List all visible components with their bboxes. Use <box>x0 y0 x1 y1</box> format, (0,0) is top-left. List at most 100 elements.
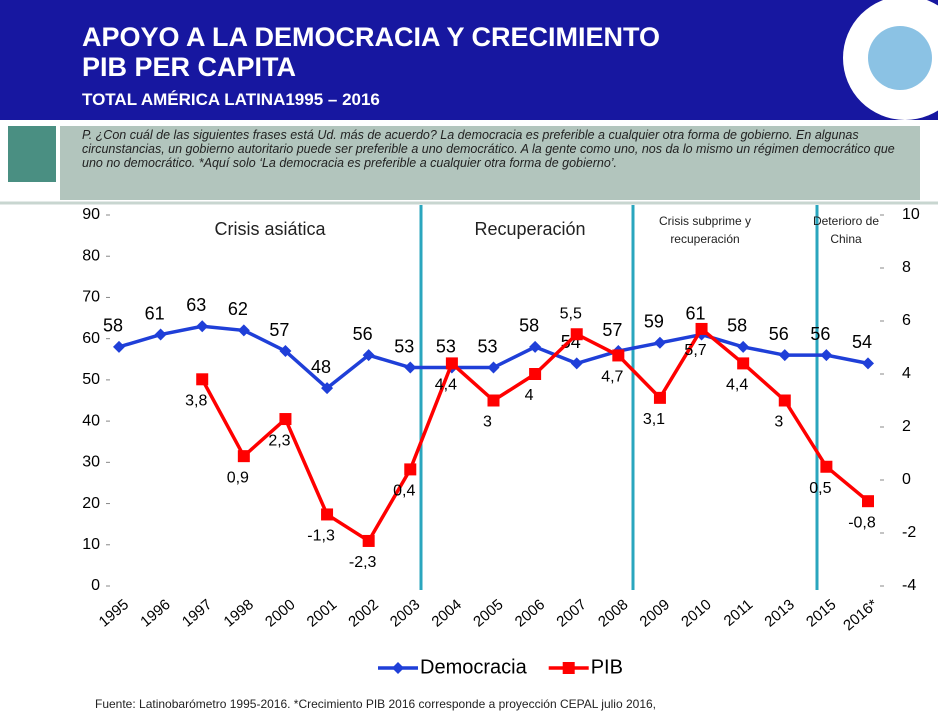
point <box>321 382 334 395</box>
point <box>362 534 375 547</box>
x-tick-label: 2007 <box>553 596 589 630</box>
point <box>279 413 292 426</box>
data-label: 56 <box>769 324 789 344</box>
y-tick-label: 70 <box>82 289 100 306</box>
data-label: -0,8 <box>848 514 876 531</box>
data-label: 62 <box>228 299 248 319</box>
point <box>778 349 791 362</box>
x-tick-label: 2001 <box>304 596 340 630</box>
point <box>529 368 542 380</box>
data-label: 58 <box>519 316 539 336</box>
y-tick-label: 80 <box>82 247 100 264</box>
point <box>862 495 874 508</box>
data-label: 4,7 <box>601 369 623 386</box>
point <box>653 391 666 404</box>
data-label: 61 <box>145 303 165 323</box>
x-tick-label: 2000 <box>262 596 298 630</box>
data-label: 53 <box>477 336 497 356</box>
data-label: 63 <box>186 295 206 315</box>
point <box>321 508 334 521</box>
data-label: -1,3 <box>307 528 335 545</box>
data-label: 3 <box>483 414 492 431</box>
point <box>653 336 666 349</box>
x-tick-label: 1995 <box>96 596 132 630</box>
point <box>154 328 167 341</box>
data-label: 2,3 <box>268 432 290 449</box>
legend-label: Democracia <box>420 656 528 678</box>
y2-tick-label: 10 <box>902 206 920 223</box>
x-tick-label: 2003 <box>387 596 423 630</box>
period-annotation: Deterioro de China <box>812 214 880 246</box>
x-tick-label: 2005 <box>470 596 506 630</box>
data-label: 0,9 <box>227 469 249 486</box>
y-tick-label: 0 <box>91 577 100 594</box>
data-label: 3 <box>774 414 783 431</box>
y-tick-label: 10 <box>82 536 100 553</box>
point <box>737 340 750 353</box>
data-label: 59 <box>644 312 664 332</box>
x-tick-label: 2004 <box>429 596 465 630</box>
point <box>196 373 209 386</box>
y-tick-label: 90 <box>82 206 100 223</box>
y2-tick-label: 0 <box>902 471 911 488</box>
x-tick-label: 1997 <box>179 596 215 630</box>
data-label: 3,1 <box>643 411 665 428</box>
data-label: 5,7 <box>684 342 706 359</box>
point <box>113 340 125 353</box>
point <box>237 324 250 337</box>
y-tick-label: 40 <box>82 412 100 429</box>
point <box>529 340 542 353</box>
point <box>820 349 833 362</box>
data-label: 61 <box>686 303 706 323</box>
y2-tick-label: -4 <box>902 577 916 594</box>
y-tick-label: 20 <box>82 495 100 512</box>
data-label: 53 <box>436 336 456 356</box>
data-label: 57 <box>602 320 622 340</box>
point <box>737 357 750 370</box>
header-band <box>0 0 938 120</box>
data-label: 3,8 <box>185 393 207 410</box>
data-label: 5,5 <box>560 305 582 322</box>
period-annotation: Crisis asiática <box>214 219 326 239</box>
data-label: 58 <box>103 316 123 336</box>
y-tick-label: 50 <box>82 371 100 388</box>
y-tick-label: 30 <box>82 454 100 471</box>
series-line <box>200 326 870 544</box>
point <box>487 361 500 374</box>
y2-tick-label: 8 <box>902 259 911 276</box>
x-tick-label: 1998 <box>220 596 256 630</box>
point <box>820 460 833 473</box>
question-marker <box>8 126 56 182</box>
data-label: 56 <box>810 324 830 344</box>
x-tick-label: 2006 <box>512 596 548 630</box>
logo-globe <box>868 26 932 90</box>
data-label: 54 <box>852 332 872 352</box>
title: APOYO A LA DEMOCRACIA Y CRECIMIENTO PIB … <box>82 22 660 82</box>
data-label: 4,4 <box>435 377 457 394</box>
y2-tick-label: 6 <box>902 312 911 329</box>
data-label: 0,4 <box>393 483 415 500</box>
y2-tick-label: 4 <box>902 365 911 382</box>
y2-tick-label: 2 <box>902 418 911 435</box>
x-tick-label: 2011 <box>721 596 757 630</box>
x-tick-label: 2010 <box>678 596 714 630</box>
x-tick-label: 2016* <box>840 596 881 634</box>
point <box>570 357 583 370</box>
point <box>404 463 417 476</box>
point <box>487 394 500 407</box>
data-label: 0,5 <box>809 480 831 497</box>
y2-tick-label: -2 <box>902 524 916 541</box>
legend-marker <box>562 662 575 674</box>
title-line: APOYO A LA DEMOCRACIA Y CRECIMIENTO <box>82 22 661 52</box>
data-label: 4,4 <box>726 377 748 394</box>
point <box>445 357 458 370</box>
y-tick-label: 60 <box>82 330 100 347</box>
footer: Fuente: Latinobarómetro 1995-2016. *Crec… <box>95 697 657 711</box>
x-tick-label: 2002 <box>345 596 381 630</box>
subtitle: TOTAL AMÉRICA LATINA1995 – 2016 <box>82 90 380 109</box>
x-tick-label: 1996 <box>137 596 173 630</box>
question: P. ¿Con cuál de las siguientes frases es… <box>60 126 920 200</box>
point <box>362 349 375 362</box>
